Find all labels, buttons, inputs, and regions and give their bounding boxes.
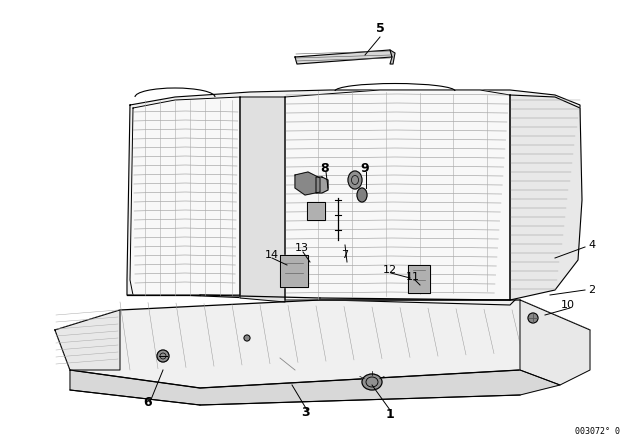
Text: 12: 12 (383, 265, 397, 275)
Text: 11: 11 (406, 272, 420, 282)
Polygon shape (295, 172, 320, 195)
Ellipse shape (362, 374, 382, 390)
Text: 7: 7 (341, 250, 349, 260)
Polygon shape (408, 265, 430, 293)
Polygon shape (285, 90, 510, 300)
Polygon shape (307, 202, 325, 220)
Text: 14: 14 (265, 250, 279, 260)
Text: 9: 9 (361, 161, 369, 175)
Polygon shape (510, 95, 582, 300)
Polygon shape (55, 310, 120, 370)
Text: 1: 1 (386, 409, 394, 422)
Polygon shape (70, 370, 560, 405)
Polygon shape (520, 300, 590, 385)
Ellipse shape (348, 171, 362, 189)
Polygon shape (390, 50, 395, 64)
Ellipse shape (244, 335, 250, 341)
Text: 10: 10 (561, 300, 575, 310)
Polygon shape (240, 97, 285, 302)
Ellipse shape (157, 350, 169, 362)
Polygon shape (295, 50, 392, 64)
Polygon shape (127, 90, 580, 305)
Text: 8: 8 (321, 161, 330, 175)
Text: 3: 3 (301, 405, 309, 418)
Text: 003072° 0: 003072° 0 (575, 427, 620, 436)
Text: 6: 6 (144, 396, 152, 409)
Polygon shape (280, 255, 308, 287)
Text: 5: 5 (376, 22, 385, 34)
Polygon shape (316, 177, 328, 193)
Text: 4: 4 (588, 240, 596, 250)
Polygon shape (130, 97, 240, 295)
Polygon shape (55, 300, 590, 388)
Ellipse shape (528, 313, 538, 323)
Ellipse shape (357, 188, 367, 202)
Text: 2: 2 (588, 285, 596, 295)
Text: 13: 13 (295, 243, 309, 253)
